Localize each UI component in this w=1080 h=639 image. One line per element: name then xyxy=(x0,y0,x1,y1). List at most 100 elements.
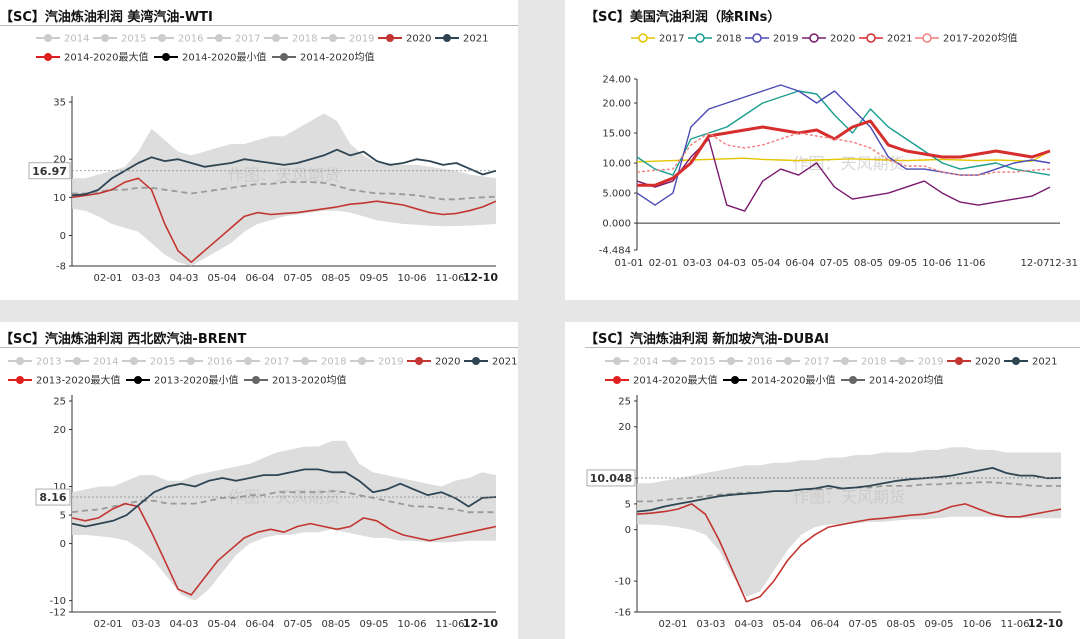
x-tick-label: 08-05 xyxy=(886,619,915,630)
legend-item-stat: 2014-2020最小值 xyxy=(723,374,836,387)
legend-item-stat: 2013-2020最小值 xyxy=(126,374,239,387)
chart-panel-us: 【SC】美国汽油利润（除RINs） 2017 2018 2019 2020 2021 20… xyxy=(565,0,1080,300)
legend-item-2016: 2016 xyxy=(150,34,203,45)
x-tick-label: 11-06 xyxy=(956,258,985,269)
y-tick-label: 0 xyxy=(625,525,631,536)
legend-label: 2018 xyxy=(861,357,886,368)
legend-dot xyxy=(329,34,337,42)
x-tick-label: 08-05 xyxy=(321,619,350,630)
legend-dot xyxy=(752,33,762,43)
chart-brent: 2013 2014 2015 2016 2017 2018 2019 2020 2021 2013… xyxy=(8,357,517,630)
series-2020-line xyxy=(636,503,1062,603)
legend-label: 2014 xyxy=(633,357,658,368)
legend-dot xyxy=(386,34,394,42)
legend-label: 2014-2020最小值 xyxy=(751,374,836,387)
legend-item-2019: 2019 xyxy=(890,357,943,368)
y-tick-label: -4.484 xyxy=(599,246,631,257)
legend-dot xyxy=(613,376,621,384)
legend-label: 2015 xyxy=(150,357,175,368)
x-tick-label: 08-05 xyxy=(854,258,883,269)
x-tick-label: 09-05 xyxy=(359,273,388,284)
legend-label: 2020 xyxy=(830,34,855,45)
legend-label: 2013-2020最小值 xyxy=(154,374,239,387)
legend-item-2018: 2018 xyxy=(264,34,317,45)
legend-label: 2016 xyxy=(178,34,203,45)
y-tick-label: 20 xyxy=(618,422,631,433)
legend-item-2014: 2014 xyxy=(36,34,89,45)
legend-label: 2017 xyxy=(235,34,260,45)
legend-label: 2017 xyxy=(659,34,684,45)
legend-label: 2013-2020最大值 xyxy=(36,374,121,387)
title-divider xyxy=(585,347,1080,348)
x-tick-label: 08-05 xyxy=(321,273,350,284)
chart-panel-wti: 【SC】汽油炼油利润 美湾汽油-WTI 2014 2015 2016 2017 2018… xyxy=(0,0,518,300)
x-tick-label: 02-01 xyxy=(658,619,687,630)
legend-dot xyxy=(16,376,24,384)
legend-item-2020: 2020 xyxy=(802,33,855,45)
x-tick-label: 05-04 xyxy=(772,619,801,630)
legend-dot xyxy=(280,53,288,61)
legend-item-stat: 2014-2020最小值 xyxy=(154,51,267,64)
legend-item-2017: 2017 xyxy=(631,33,684,45)
legend-dot xyxy=(101,34,109,42)
range-band xyxy=(72,113,496,267)
legend-item-2019: 2019 xyxy=(321,34,374,45)
y-tick-label: -16 xyxy=(615,608,631,619)
x-tick-label: 05-04 xyxy=(207,619,236,630)
legend-dot xyxy=(187,357,195,365)
legend-label: 2019 xyxy=(918,357,943,368)
legend-item-2017: 2017 xyxy=(207,34,260,45)
series-2018-line xyxy=(636,90,1051,176)
legend-label: 2021 xyxy=(1032,357,1057,368)
legend-item-2018: 2018 xyxy=(833,357,886,368)
legend-label: 2020 xyxy=(435,357,460,368)
x-tick-label: 06-04 xyxy=(810,619,839,630)
legend-dot xyxy=(415,357,423,365)
legend-item-2021: 2021 xyxy=(859,33,912,45)
current-value-box xyxy=(35,488,71,506)
legend-dot xyxy=(16,357,24,365)
legend-label: 2014-2020最小值 xyxy=(182,51,267,64)
legend-label: 2015 xyxy=(121,34,146,45)
legend-label: 2016 xyxy=(207,357,232,368)
x-tick-label: 10-06 xyxy=(397,273,426,284)
legend-item-2014: 2014 xyxy=(605,357,658,368)
y-tick-label: 10 xyxy=(53,193,66,204)
x-tick-label: 02-01 xyxy=(93,619,122,630)
legend-item-2016: 2016 xyxy=(719,357,772,368)
x-tick-label: 02-01 xyxy=(93,273,122,284)
chart-dubai: 2014 2015 2016 2017 2018 2019 2020 2021 2014-202… xyxy=(586,357,1063,630)
x-end-label: 12-10 xyxy=(463,617,499,630)
x-tick-label: 06-04 xyxy=(785,258,814,269)
y-tick-label: 20 xyxy=(53,425,66,436)
x-tick-label: 04-03 xyxy=(734,619,763,630)
legend-label: 2018 xyxy=(716,34,741,45)
legend-dot xyxy=(922,33,932,43)
x-tick-label: 09-05 xyxy=(924,619,953,630)
legend-label: 2019 xyxy=(349,34,374,45)
x-tick-label: 04-03 xyxy=(169,619,198,630)
x-tick-label: 02-01 xyxy=(649,258,678,269)
legend-item-2018: 2018 xyxy=(688,33,741,45)
x-tick-label: 12-07 xyxy=(1020,258,1049,269)
x-tick-label: 11-06 xyxy=(435,619,464,630)
legend-dot xyxy=(638,33,648,43)
legend-dot xyxy=(443,34,451,42)
chart-title: 【SC】汽油炼油利润 新加坡汽油-DUBAI xyxy=(585,332,829,347)
y-tick-label: 0 xyxy=(60,539,66,550)
legend-item-2013: 2013 xyxy=(8,357,61,368)
legend-dot xyxy=(784,357,792,365)
x-tick-label: 12-31 xyxy=(1049,258,1078,269)
chart-us: 2017 2018 2019 2020 2021 2017-2020均值 24.00 20.0… xyxy=(599,32,1078,270)
x-tick-label: 10-06 xyxy=(922,258,951,269)
legend-dot xyxy=(731,376,739,384)
legend-dot xyxy=(849,376,857,384)
legend-label: 2018 xyxy=(321,357,346,368)
legend-label: 2014-2020均值 xyxy=(869,374,944,387)
legend-label: 2019 xyxy=(378,357,403,368)
y-tick-label: 5 xyxy=(625,499,631,510)
legend-dot xyxy=(472,357,480,365)
legend-dot xyxy=(727,357,735,365)
x-tick-label: 04-03 xyxy=(169,273,198,284)
legend-item-2014: 2014 xyxy=(65,357,118,368)
